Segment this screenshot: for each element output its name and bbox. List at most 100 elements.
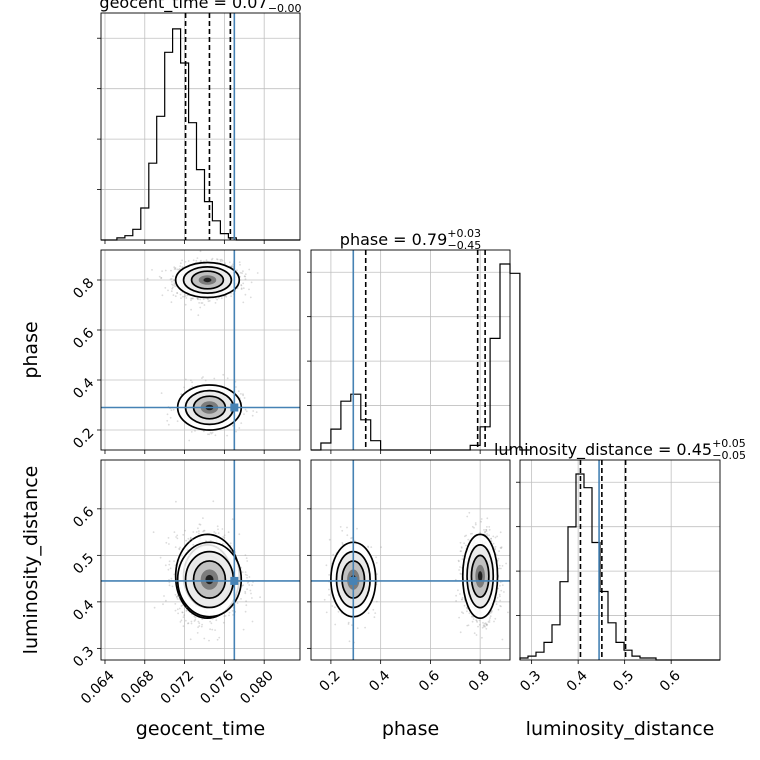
sample-point xyxy=(341,529,344,532)
sample-point xyxy=(461,598,463,601)
histogram-luminosity_distance xyxy=(519,473,720,661)
sample-point xyxy=(168,560,171,563)
tick-label-luminosity_distance: 0.6 xyxy=(70,504,97,531)
sample-point xyxy=(216,638,219,641)
sample-point xyxy=(165,599,167,602)
sample-point xyxy=(348,640,351,643)
sample-point xyxy=(460,546,463,548)
sample-point xyxy=(459,631,462,634)
sample-point xyxy=(244,293,247,296)
sample-point xyxy=(179,546,182,549)
sample-point xyxy=(356,527,358,530)
sample-point xyxy=(191,381,194,384)
sample-point xyxy=(347,621,350,624)
sample-point xyxy=(203,529,206,532)
sample-point xyxy=(182,533,185,536)
sample-point xyxy=(173,279,175,282)
sample-point xyxy=(501,584,504,586)
sample-point xyxy=(481,636,483,639)
sample-point xyxy=(466,610,468,613)
sample-point xyxy=(245,600,248,603)
sample-point xyxy=(251,584,254,587)
sample-point xyxy=(196,257,199,259)
sample-point xyxy=(256,272,259,274)
sample-point xyxy=(240,422,243,424)
sample-point xyxy=(162,603,164,606)
sample-point xyxy=(498,564,501,567)
sample-point xyxy=(198,625,201,627)
sample-point xyxy=(189,638,192,641)
sample-point xyxy=(198,622,201,625)
sample-point xyxy=(176,292,179,294)
sample-point xyxy=(501,638,504,641)
sample-point xyxy=(500,605,502,608)
sample-point xyxy=(173,282,176,284)
sample-point xyxy=(184,529,187,532)
sample-point xyxy=(223,534,226,537)
sample-point xyxy=(249,296,252,299)
sample-point xyxy=(197,527,199,530)
sample-point xyxy=(172,286,174,289)
sample-point xyxy=(496,559,499,562)
sample-point xyxy=(214,434,217,437)
sample-point xyxy=(482,621,484,624)
sample-point xyxy=(250,592,252,595)
sample-point xyxy=(195,531,198,533)
sample-point xyxy=(484,531,486,533)
sample-point xyxy=(465,534,467,537)
sample-point xyxy=(212,500,215,503)
sample-point xyxy=(232,265,234,268)
sample-point xyxy=(175,536,178,538)
sample-point xyxy=(174,609,177,612)
sample-point xyxy=(210,622,213,625)
tick-label-geocent_time: 0.076 xyxy=(197,668,237,708)
sample-point xyxy=(174,546,177,548)
sample-point xyxy=(476,621,478,623)
sample-point xyxy=(214,629,217,631)
sample-point xyxy=(471,525,474,528)
sample-point xyxy=(455,594,457,597)
sample-point xyxy=(177,268,180,271)
sample-point xyxy=(236,269,238,272)
sample-point xyxy=(168,563,171,566)
sample-point xyxy=(485,627,488,630)
histogram-geocent_time xyxy=(101,28,300,241)
sample-point xyxy=(190,620,193,623)
sample-point xyxy=(484,531,487,533)
sample-point xyxy=(214,532,217,535)
sample-point xyxy=(334,606,336,609)
sample-point xyxy=(245,604,248,607)
sample-point xyxy=(172,294,175,296)
sample-point xyxy=(243,275,246,277)
sample-point xyxy=(495,603,498,605)
sample-point xyxy=(230,264,233,267)
sample-point xyxy=(244,573,247,576)
sample-point xyxy=(459,572,462,575)
sample-point xyxy=(244,554,247,556)
x-axis-label-luminosity_distance: luminosity_distance xyxy=(526,718,715,740)
sample-point xyxy=(489,615,492,618)
sample-point xyxy=(173,283,176,286)
sample-point xyxy=(173,531,176,533)
sample-point xyxy=(232,263,234,266)
sample-point xyxy=(457,589,459,592)
tick-label-geocent_time: 0.068 xyxy=(118,668,158,708)
sample-point xyxy=(238,533,241,536)
sample-point xyxy=(246,576,248,579)
sample-point xyxy=(176,595,179,598)
sample-point xyxy=(191,385,194,388)
sample-point xyxy=(209,628,212,631)
sample-point xyxy=(364,626,366,629)
tick-label-phase: 0.4 xyxy=(70,375,97,402)
sample-point xyxy=(200,302,203,304)
sample-point xyxy=(190,431,193,433)
sample-point xyxy=(346,534,349,537)
sample-point xyxy=(210,258,213,261)
sample-point xyxy=(323,598,326,601)
panel-title-phase: phase = 0.79+0.03 −0.45 xyxy=(340,227,481,252)
sample-point xyxy=(160,277,163,279)
sample-point xyxy=(252,410,255,412)
sample-point xyxy=(216,258,219,261)
sample-point xyxy=(194,616,197,619)
